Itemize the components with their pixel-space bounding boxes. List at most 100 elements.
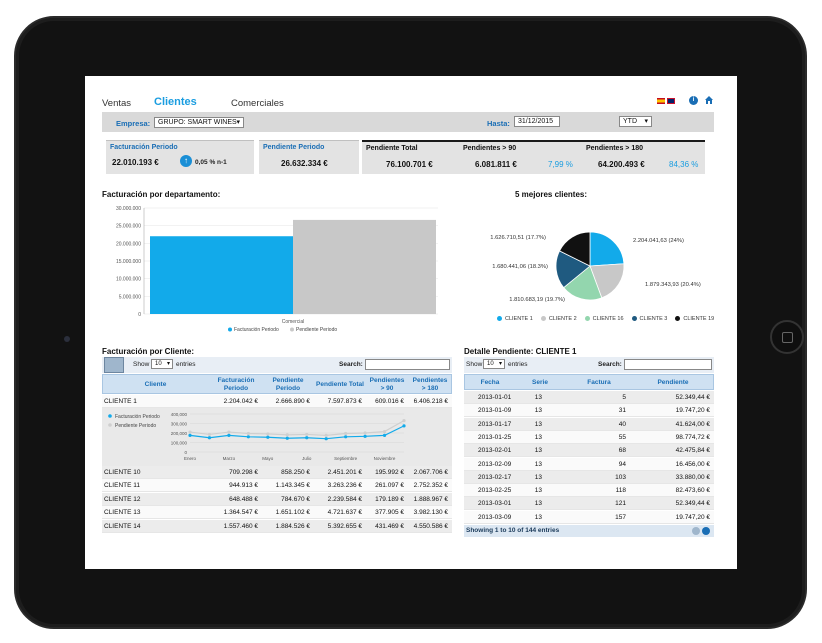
kpi-pendiente-total: Pendiente Total 76.100.701 €: [362, 140, 459, 174]
line-point[interactable]: [188, 430, 192, 434]
table-row[interactable]: CLIENTE 11 944.913 € 1.143.345 € 3.263.236 …: [102, 479, 452, 493]
table-row[interactable]: CLIENTE 10 709.298 € 858.250 € 2.451.201 € 1…: [102, 466, 452, 479]
bar-pendiente[interactable]: [293, 219, 436, 314]
col-serie[interactable]: Serie: [532, 379, 548, 386]
table-row[interactable]: CLIENTE 14 1.557.460 € 1.884.526 € 5.392.65…: [102, 519, 452, 533]
legend-item[interactable]: CLIENTE 3: [631, 316, 667, 322]
bar-facturacion[interactable]: [150, 236, 293, 314]
legend-dot: [497, 316, 502, 321]
line-point[interactable]: [207, 436, 212, 440]
line-point[interactable]: [382, 433, 387, 437]
pie-slice[interactable]: [589, 263, 625, 299]
col-facturacion[interactable]: Facturación Periodo: [217, 377, 255, 392]
kpi-pct: 84,36 %: [669, 160, 699, 169]
table-row[interactable]: CLIENTE 13 1.364.547 € 1.651.102 € 4.721.63…: [102, 506, 452, 520]
table-row[interactable]: 2013-02-09 13 94 16.456,00 €: [464, 457, 714, 471]
line-point[interactable]: [305, 432, 309, 437]
period-select[interactable]: YTD ▾: [619, 116, 652, 127]
cell-pend90: 609.016 €: [375, 398, 404, 405]
line-point[interactable]: [402, 424, 406, 428]
table-row[interactable]: 2013-02-17 13 103 33.880,00 €: [464, 470, 714, 484]
table-row[interactable]: 2013-03-09 13 157 19.747,20 €: [464, 510, 714, 524]
line-point[interactable]: [344, 435, 348, 439]
line-point[interactable]: [324, 433, 328, 437]
line-point[interactable]: [246, 435, 250, 439]
col-factura[interactable]: Factura: [587, 379, 611, 386]
cell-pend180: 6.406.218 €: [413, 398, 448, 405]
cell-pendiente: 98.774,72 €: [675, 433, 710, 441]
cell-cliente: CLIENTE 1: [104, 398, 137, 405]
hasta-date-input[interactable]: 31/12/2015: [514, 116, 560, 127]
legend-item[interactable]: CLIENTE 1: [497, 316, 533, 322]
table-row[interactable]: 2013-02-01 13 68 42.475,84 €: [464, 444, 714, 458]
line-point[interactable]: [207, 432, 212, 437]
line-point[interactable]: [363, 431, 367, 435]
table-row[interactable]: CLIENTE 12 648.488 € 784.670 € 2.239.584 € 1…: [102, 492, 452, 506]
entries-value: 10: [487, 361, 494, 367]
line-point[interactable]: [344, 431, 348, 436]
line-point[interactable]: [285, 433, 289, 437]
pie-slice[interactable]: [555, 250, 591, 289]
col-pend90[interactable]: Pendientes > 90: [369, 377, 405, 392]
line-point[interactable]: [266, 432, 270, 436]
table-row[interactable]: 2013-03-01 13 121 52.349,44 €: [464, 497, 714, 511]
next-page-icon[interactable]: [702, 527, 710, 535]
col-pend180[interactable]: Pendientes > 180: [412, 377, 448, 392]
col-pendiente[interactable]: Pendiente Periodo: [272, 377, 304, 392]
line-point[interactable]: [324, 437, 328, 441]
legend-item[interactable]: CLIENTE 19: [675, 316, 714, 322]
line-point[interactable]: [402, 419, 406, 423]
table-row[interactable]: 2013-01-01 13 5 52.349,44 €: [464, 391, 714, 404]
table-row[interactable]: 2013-01-09 13 31 19.747,20 €: [464, 404, 714, 418]
home-icon[interactable]: [704, 95, 714, 105]
col-fecha[interactable]: Fecha: [480, 379, 500, 386]
home-button[interactable]: [770, 320, 804, 354]
tab-comerciales[interactable]: Comerciales: [231, 98, 284, 109]
line-legend-pendiente: Pendiente Periodo: [115, 423, 156, 429]
line-x-tick: Septiembre: [334, 456, 358, 461]
table-row[interactable]: CLIENTE 1 2.204.042 € 2.666.890 € 7.597.…: [102, 395, 452, 408]
entries-label: entries: [176, 361, 196, 368]
legend-label: CLIENTE 1: [505, 316, 533, 322]
line-point[interactable]: [363, 434, 367, 438]
entries-select[interactable]: 10 ▾: [151, 359, 173, 369]
pie-slice[interactable]: [558, 231, 591, 267]
cell-serie: 13: [534, 460, 542, 468]
pie-legend: CLIENTE 1 CLIENTE 2 CLIENTE 16 CLIENTE 3 CLI…: [497, 316, 737, 322]
uk-flag-icon[interactable]: [667, 98, 675, 104]
table-settings-icon[interactable]: [104, 357, 124, 373]
spanish-flag-icon[interactable]: [657, 98, 665, 104]
bar-x-tick: Comercial: [282, 319, 305, 325]
line-point[interactable]: [382, 429, 387, 434]
table-row[interactable]: 2013-01-17 13 40 41.624,00 €: [464, 417, 714, 431]
prev-page-icon[interactable]: [692, 527, 700, 535]
pie-slice[interactable]: [589, 231, 625, 267]
col-pendiente[interactable]: Pendiente: [657, 379, 689, 386]
info-icon[interactable]: i: [689, 96, 698, 105]
empresa-select[interactable]: GRUPO: SMART WINES ▾: [154, 117, 244, 128]
tab-ventas[interactable]: Ventas: [102, 98, 132, 109]
legend-item[interactable]: CLIENTE 16: [584, 316, 624, 322]
col-pendiente-total[interactable]: Pendiente Total: [316, 381, 364, 388]
detail-table-title: Detalle Pendiente: CLIENTE 1: [464, 347, 577, 356]
cell-facturacion: 1.557.460 €: [223, 522, 258, 530]
line-point[interactable]: [266, 435, 270, 439]
detail-table-footer: Showing 1 to 10 of 144 entries: [464, 525, 714, 537]
detail-entries-select[interactable]: 10 ▾: [483, 359, 505, 369]
tab-clientes[interactable]: Clientes: [154, 96, 197, 108]
line-point[interactable]: [285, 436, 289, 440]
detail-search-input[interactable]: [624, 359, 712, 370]
line-point[interactable]: [227, 433, 231, 437]
cell-pendiente: 33.880,00 €: [675, 473, 710, 481]
legend-pendiente: Pendiente Periodo: [296, 327, 337, 333]
col-cliente[interactable]: Cliente: [144, 381, 167, 388]
clients-search-input[interactable]: [365, 359, 450, 370]
table-row[interactable]: 2013-01-25 13 55 98.774,72 €: [464, 430, 714, 444]
pie-slice[interactable]: [563, 265, 603, 301]
legend-item[interactable]: CLIENTE 2: [540, 316, 577, 322]
table-row[interactable]: 2013-02-25 13 118 82.473,60 €: [464, 484, 714, 498]
line-point[interactable]: [188, 433, 192, 437]
line-point[interactable]: [246, 431, 250, 436]
line-point[interactable]: [305, 436, 309, 440]
line-point[interactable]: [227, 430, 231, 434]
